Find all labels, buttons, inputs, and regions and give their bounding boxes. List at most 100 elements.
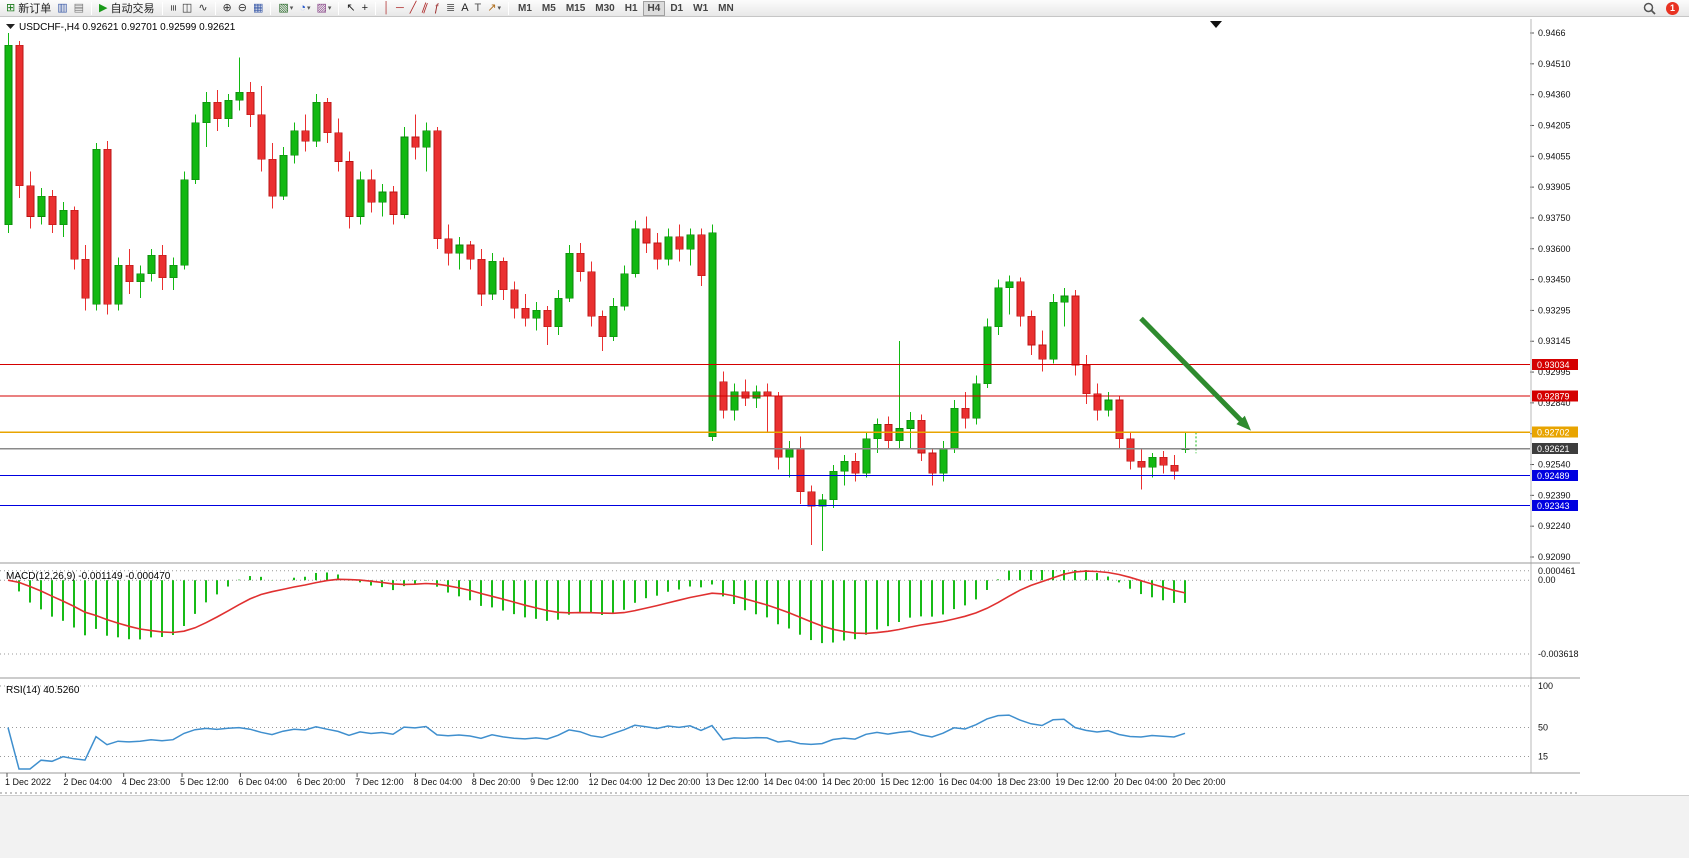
grid-button[interactable]: ≣ <box>443 1 458 16</box>
pivot-line-label: 0.92702 <box>1537 428 1570 438</box>
chart-window[interactable]: 0.9466 0.94510 0.94360 0.94205 0.94055 0.9390… <box>0 17 1689 795</box>
timeframe-W1[interactable]: W1 <box>693 2 709 14</box>
new-order-button[interactable]: ⊞ 新订单 <box>3 1 54 16</box>
time-tick-label: 12 Dec 20:00 <box>647 777 701 787</box>
toolbar-separator <box>91 1 93 15</box>
price-tick-label: 0.93750 <box>1538 213 1571 223</box>
time-tick-label: 6 Dec 20:00 <box>297 777 346 787</box>
rsi-line <box>7 714 1186 770</box>
timeframe-H1[interactable]: H1 <box>624 2 638 14</box>
line-chart-button[interactable]: ∿ <box>195 1 210 16</box>
time-tick-label: 20 Dec 20:00 <box>1172 777 1226 787</box>
price-tick-label: 0.93905 <box>1538 182 1571 192</box>
timeframe-MN[interactable]: MN <box>718 2 734 14</box>
price-tick-label: 0.92995 <box>1538 367 1571 377</box>
bar-chart-button[interactable]: ≡ <box>167 1 179 16</box>
rsi-scale-label: 15 <box>1538 752 1548 762</box>
time-tick-label: 4 Dec 23:00 <box>122 777 171 787</box>
timeframe-M15[interactable]: M15 <box>565 2 586 14</box>
toolbar-separator <box>214 1 216 15</box>
current-price-line-tag <box>1532 443 1578 455</box>
time-axis[interactable]: 1 Dec 2022 2 Dec 04:00 4 Dec 23:00 5 Dec 12… <box>5 773 1226 787</box>
price-tick-label: 0.94055 <box>1538 151 1571 161</box>
search-button[interactable] <box>1640 1 1659 16</box>
tile-windows-button[interactable]: ▦ <box>250 1 266 16</box>
horizontal-line-button[interactable]: ─ <box>393 1 407 16</box>
price-tick-label: 0.92240 <box>1538 521 1571 531</box>
current-price-line-label: 0.92621 <box>1537 444 1570 454</box>
time-tick-label: 16 Dec 04:00 <box>939 777 993 787</box>
profiles-icon: ▤ <box>73 2 85 14</box>
chart-window-button[interactable]: ▥ <box>54 1 70 16</box>
candlestick-chart-button[interactable]: ◫ <box>179 1 195 16</box>
new-chart-icon: ▧ <box>278 2 289 14</box>
new-chart-button[interactable]: ▧ ▾ <box>275 1 296 16</box>
bar-chart-icon: ≡ <box>166 4 179 12</box>
toolbar-separator <box>508 1 510 15</box>
status-area <box>0 795 1689 858</box>
time-tick-label: 5 Dec 12:00 <box>180 777 229 787</box>
vertical-line-icon: │ <box>383 2 390 14</box>
crosshair-icon: + <box>361 2 369 14</box>
autotrading-button[interactable]: ▶ 自动交易 <box>96 1 157 16</box>
chart-shift-icon <box>1210 21 1222 28</box>
chart-window-icon: ▥ <box>57 2 68 14</box>
toolbar-separator <box>270 1 272 15</box>
channel-button[interactable]: ∥ <box>419 1 431 16</box>
price-tick-label: 0.92840 <box>1538 398 1571 408</box>
timeframe-H4[interactable]: H4 <box>642 0 666 16</box>
time-tick-label: 9 Dec 12:00 <box>530 777 579 787</box>
time-tick-label: 1 Dec 2022 <box>5 777 51 787</box>
timeframe-M5[interactable]: M5 <box>541 2 556 14</box>
toolbar-separator <box>375 1 377 15</box>
support-line-2-tag <box>1532 499 1578 511</box>
cursor-button[interactable]: ↖ <box>343 1 358 16</box>
price-levels[interactable]: 0.93034 0.92879 0.92702 0.92621 0.92489 0.923… <box>0 359 1578 511</box>
period-clock-icon: ◔ <box>299 2 306 14</box>
resistance-line-1-tag <box>1532 359 1578 371</box>
templates-button[interactable]: ▨ ▾ <box>313 1 334 16</box>
text-box-button[interactable]: T <box>472 1 485 16</box>
text-box-icon: T <box>474 2 482 14</box>
time-tick-label: 2 Dec 04:00 <box>63 777 112 787</box>
chart-canvas[interactable]: 0.9466 0.94510 0.94360 0.94205 0.94055 0.9390… <box>0 17 1689 795</box>
time-tick-label: 14 Dec 04:00 <box>764 777 818 787</box>
chevron-down-icon: ▾ <box>306 5 311 12</box>
timeframe-D1[interactable]: D1 <box>670 2 684 14</box>
toolbar-right-group: 1 <box>1640 1 1686 16</box>
arrows-button[interactable]: ↗ ▾ <box>484 1 504 16</box>
zoom-in-button[interactable]: ⊕ <box>220 1 235 16</box>
price-tick-label: 0.93450 <box>1538 275 1571 285</box>
text-label-icon: A <box>461 2 469 14</box>
notification-badge[interactable]: 1 <box>1666 1 1679 15</box>
fibonacci-button[interactable]: ƒ <box>431 1 443 16</box>
macd-scale-label: 0.000461 <box>1538 566 1576 576</box>
time-tick-label: 20 Dec 04:00 <box>1114 777 1168 787</box>
symbol-dropdown-icon <box>6 24 15 29</box>
timeframe-M1[interactable]: M1 <box>518 2 532 14</box>
time-tick-label: 8 Dec 20:00 <box>472 777 521 787</box>
toolbar-separator <box>161 1 163 15</box>
rsi-scale-label: 100 <box>1538 681 1553 691</box>
tile-windows-icon: ▦ <box>252 2 264 14</box>
zoom-out-button[interactable]: ⊖ <box>235 1 250 16</box>
down-arrow-annotation[interactable] <box>1139 316 1251 431</box>
rsi-label: RSI(14) 40.5260 <box>6 685 80 696</box>
text-label-button[interactable]: A <box>458 1 471 16</box>
grid-icon: ≣ <box>445 2 456 14</box>
price-tick-label: 0.9466 <box>1538 28 1566 38</box>
period-button[interactable]: ◔ ▾ <box>296 1 313 16</box>
profiles-button[interactable]: ▤ <box>71 1 87 16</box>
resistance-line-2-label: 0.92879 <box>1537 392 1570 402</box>
new-order-button-label: 新订单 <box>18 3 52 15</box>
crosshair-button[interactable]: + <box>359 1 371 16</box>
chevron-down-icon: ▾ <box>289 5 294 12</box>
trendline-button[interactable]: ╱ <box>407 1 420 16</box>
templates-icon: ▨ <box>316 2 327 14</box>
timeframe-M30[interactable]: M30 <box>595 2 615 14</box>
time-tick-label: 8 Dec 04:00 <box>413 777 462 787</box>
autotrading-icon: ▶ <box>99 2 108 14</box>
macd-scale-label: 0.00 <box>1538 575 1556 585</box>
vertical-line-button[interactable]: │ <box>380 1 393 16</box>
